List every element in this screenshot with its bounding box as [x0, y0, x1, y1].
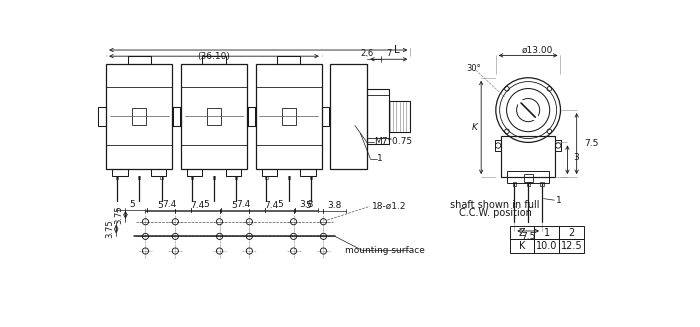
Text: 5: 5: [306, 201, 312, 210]
Bar: [300, 169, 316, 176]
Text: ø13.00: ø13.00: [522, 45, 553, 55]
Bar: [116, 176, 118, 180]
Text: 7.4: 7.4: [162, 199, 176, 209]
Text: 10.0: 10.0: [536, 241, 557, 250]
Text: shaft shown in full: shaft shown in full: [450, 200, 540, 210]
Bar: [508, 171, 549, 183]
Text: 3.75: 3.75: [106, 219, 115, 238]
Text: Z: Z: [519, 228, 525, 237]
Text: 3.8: 3.8: [299, 199, 314, 209]
Text: 7: 7: [386, 49, 391, 59]
Bar: [512, 182, 516, 186]
Bar: [173, 107, 181, 126]
Bar: [265, 176, 267, 180]
Bar: [526, 182, 530, 186]
Bar: [190, 176, 192, 180]
Bar: [235, 176, 237, 180]
Text: 3.75: 3.75: [115, 205, 124, 224]
Bar: [534, 239, 559, 252]
Text: 7.4: 7.4: [236, 199, 250, 209]
Text: 5: 5: [232, 201, 237, 210]
Text: 5: 5: [277, 199, 283, 209]
Bar: [330, 64, 368, 169]
Bar: [559, 226, 584, 239]
Bar: [207, 108, 221, 125]
Bar: [181, 64, 247, 169]
Text: 1: 1: [556, 196, 561, 205]
Bar: [202, 56, 225, 64]
Bar: [248, 107, 256, 126]
Text: K: K: [519, 241, 525, 250]
Bar: [322, 107, 330, 126]
Text: 3: 3: [573, 153, 580, 162]
Text: 1: 1: [544, 228, 550, 237]
Text: 12.5: 12.5: [561, 241, 582, 250]
Bar: [368, 89, 388, 144]
Bar: [310, 176, 312, 180]
Bar: [99, 107, 106, 126]
Bar: [138, 176, 141, 180]
Text: mounting surface: mounting surface: [345, 246, 425, 255]
Text: 1: 1: [377, 154, 383, 163]
Text: L: L: [393, 45, 400, 55]
Text: 2.6: 2.6: [360, 49, 374, 59]
Bar: [281, 108, 295, 125]
Bar: [187, 169, 202, 176]
Bar: [540, 182, 544, 186]
Bar: [160, 176, 163, 180]
Bar: [151, 169, 167, 176]
Bar: [277, 56, 300, 64]
Bar: [262, 169, 277, 176]
Text: 2: 2: [568, 228, 575, 237]
Bar: [501, 136, 555, 177]
Bar: [213, 176, 215, 180]
Bar: [534, 226, 559, 239]
Text: M7*0.75: M7*0.75: [374, 137, 412, 146]
Bar: [555, 140, 561, 151]
Bar: [495, 140, 501, 151]
Bar: [225, 169, 241, 176]
Text: K: K: [472, 123, 478, 131]
Text: 30°: 30°: [466, 64, 482, 73]
Bar: [510, 226, 534, 239]
Text: 5: 5: [129, 199, 135, 209]
Bar: [172, 107, 180, 126]
Bar: [256, 64, 322, 169]
Bar: [106, 64, 172, 169]
Text: 5: 5: [158, 201, 163, 210]
Text: 5: 5: [203, 199, 209, 209]
Text: 7.5: 7.5: [584, 139, 598, 148]
Bar: [288, 176, 290, 180]
Bar: [132, 108, 146, 125]
Text: 7.4: 7.4: [265, 201, 279, 210]
Bar: [127, 56, 151, 64]
Text: 18-ø1.2: 18-ø1.2: [372, 202, 406, 211]
Bar: [559, 239, 584, 252]
Text: (36.10): (36.10): [197, 52, 230, 61]
Bar: [247, 107, 255, 126]
Bar: [389, 101, 410, 132]
Bar: [510, 239, 534, 252]
Text: C.C.W. position: C.C.W. position: [458, 208, 531, 218]
Bar: [524, 174, 533, 182]
Text: 3.8: 3.8: [328, 201, 342, 210]
Text: 7.4: 7.4: [190, 201, 204, 210]
Bar: [112, 169, 127, 176]
Text: 7.5: 7.5: [521, 232, 536, 241]
